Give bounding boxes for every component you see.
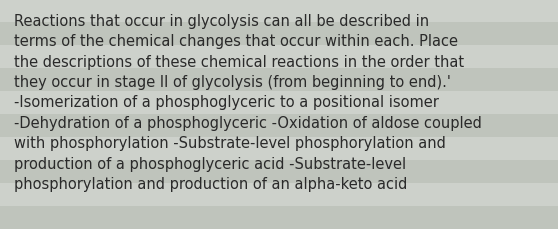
Bar [0, 23, 558, 46]
Bar [0, 183, 558, 206]
Bar [0, 46, 558, 69]
Bar [0, 137, 558, 160]
Text: Reactions that occur in glycolysis can all be described in
terms of the chemical: Reactions that occur in glycolysis can a… [14, 14, 482, 191]
Bar [0, 69, 558, 92]
Bar [0, 114, 558, 137]
Bar [0, 206, 558, 229]
Bar [0, 92, 558, 114]
Bar [0, 160, 558, 183]
Bar [0, 0, 558, 23]
